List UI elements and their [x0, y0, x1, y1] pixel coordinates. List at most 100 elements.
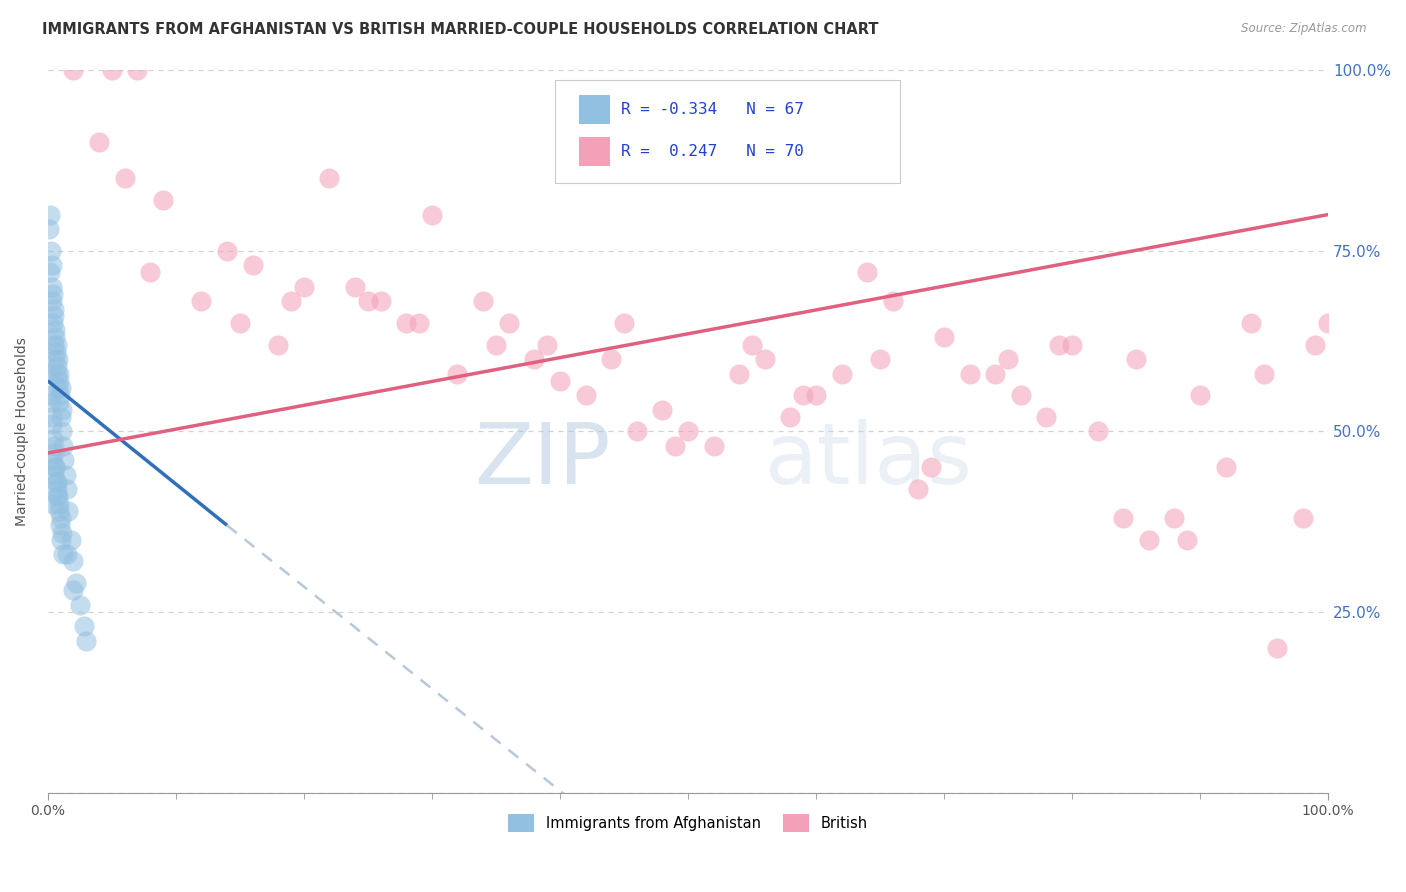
Point — [267, 337, 290, 351]
Point — [44, 460, 66, 475]
Point — [72, 619, 94, 633]
Point — [292, 280, 315, 294]
Point — [62, 554, 84, 568]
Point — [1137, 533, 1160, 547]
Point — [1035, 409, 1057, 424]
Point — [869, 352, 891, 367]
Point — [45, 475, 67, 489]
Point — [42, 301, 65, 316]
Point — [1087, 425, 1109, 439]
Point — [46, 489, 69, 503]
Text: R =  0.247   N = 70: R = 0.247 N = 70 — [621, 145, 804, 159]
Point — [46, 381, 69, 395]
Point — [49, 511, 72, 525]
Point — [318, 171, 340, 186]
Point — [51, 425, 73, 439]
Point — [792, 388, 814, 402]
Point — [69, 598, 91, 612]
Point — [1253, 367, 1275, 381]
Point — [49, 518, 72, 533]
Point — [600, 352, 623, 367]
Point — [1291, 511, 1313, 525]
Point — [48, 374, 70, 388]
Point — [959, 367, 981, 381]
Point — [87, 136, 110, 150]
Point — [44, 309, 66, 323]
Point — [932, 330, 955, 344]
Point — [651, 402, 673, 417]
Point — [41, 453, 63, 467]
Point — [485, 337, 508, 351]
Point — [59, 533, 82, 547]
Point — [1240, 316, 1263, 330]
Legend: Immigrants from Afghanistan, British: Immigrants from Afghanistan, British — [501, 807, 875, 839]
Point — [420, 208, 443, 222]
Point — [779, 409, 801, 424]
Point — [45, 344, 67, 359]
Point — [58, 504, 80, 518]
Point — [56, 547, 79, 561]
Point — [1047, 337, 1070, 351]
Point — [75, 633, 97, 648]
Point — [38, 265, 60, 279]
Text: atlas: atlas — [765, 418, 973, 502]
Point — [676, 425, 699, 439]
Point — [39, 395, 62, 409]
Point — [65, 576, 87, 591]
Point — [1265, 641, 1288, 656]
Point — [44, 323, 66, 337]
Point — [52, 439, 75, 453]
Point — [51, 525, 73, 540]
Point — [45, 337, 67, 351]
Point — [51, 402, 73, 417]
Point — [984, 367, 1007, 381]
Point — [548, 374, 571, 388]
Point — [48, 367, 70, 381]
Point — [1215, 460, 1237, 475]
Point — [42, 439, 65, 453]
Point — [45, 367, 67, 381]
Point — [114, 171, 136, 186]
Point — [45, 475, 67, 489]
Point — [190, 294, 212, 309]
Point — [55, 467, 77, 482]
Point — [100, 63, 122, 78]
Point — [472, 294, 495, 309]
Point — [39, 388, 62, 402]
Point — [44, 460, 66, 475]
Point — [1317, 316, 1340, 330]
Point — [44, 337, 66, 351]
Point — [38, 222, 60, 236]
Point — [626, 425, 648, 439]
Point — [42, 497, 65, 511]
Point — [48, 497, 70, 511]
Point — [42, 432, 65, 446]
Point — [703, 439, 725, 453]
Point — [446, 367, 468, 381]
Point — [49, 388, 72, 402]
Point — [741, 337, 763, 351]
Point — [41, 294, 63, 309]
Point — [856, 265, 879, 279]
Point — [44, 352, 66, 367]
Point — [344, 280, 367, 294]
Point — [62, 63, 84, 78]
Point — [39, 208, 62, 222]
Point — [804, 388, 827, 402]
Point — [1305, 337, 1327, 351]
Point — [53, 453, 76, 467]
Point — [574, 388, 596, 402]
Text: Source: ZipAtlas.com: Source: ZipAtlas.com — [1241, 22, 1367, 36]
Point — [56, 482, 79, 496]
Point — [997, 352, 1019, 367]
Point — [39, 244, 62, 258]
Point — [1125, 352, 1147, 367]
Point — [242, 258, 264, 272]
Point — [1189, 388, 1212, 402]
Point — [728, 367, 751, 381]
Point — [280, 294, 302, 309]
Point — [51, 533, 73, 547]
Point — [41, 280, 63, 294]
Point — [48, 395, 70, 409]
Point — [46, 352, 69, 367]
